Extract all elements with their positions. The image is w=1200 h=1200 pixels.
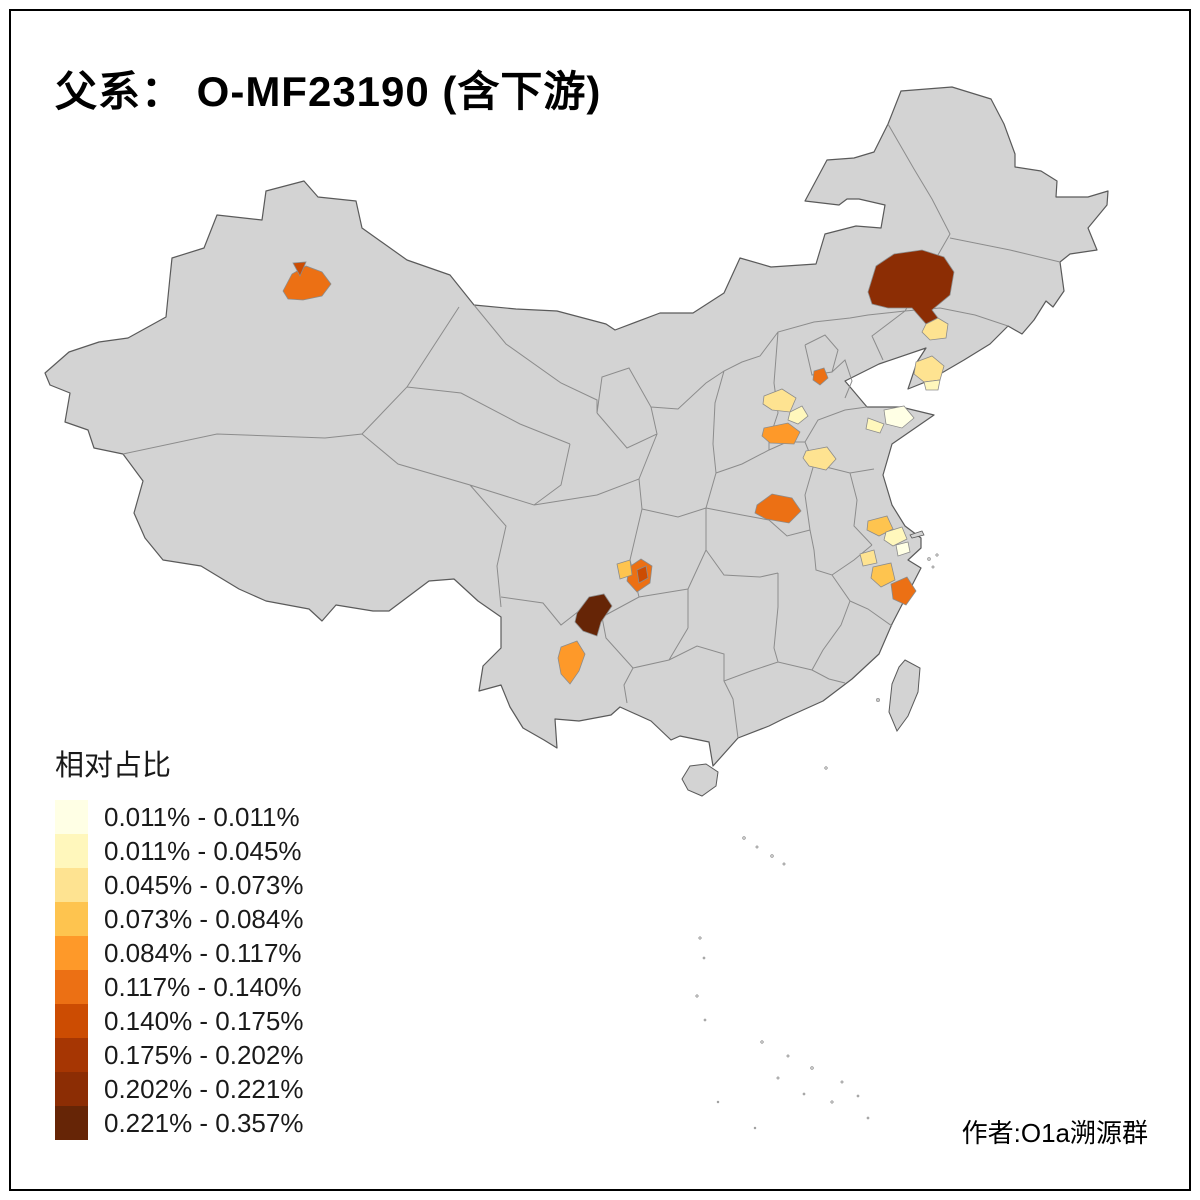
legend-item: 0.175% - 0.202% [55,1038,303,1072]
highlight-north-capital-dot [812,367,829,386]
legend-item: 0.011% - 0.011% [55,800,303,834]
highlight-southwest-south [557,640,586,685]
legend-swatch [55,1038,88,1072]
legend-label: 0.140% - 0.175% [104,1005,304,1036]
highlight-southeast-amber [870,562,896,588]
legend-swatch [55,834,88,868]
taiwan-island [888,659,921,733]
legend-swatch [55,902,88,936]
highlight-northwest-cap [292,261,307,277]
highlight-east-pale-a [883,405,915,429]
highlight-north-orange [761,422,801,445]
highlight-southeast-pale [859,549,878,567]
legend-label: 0.221% - 0.357% [104,1107,304,1138]
highlight-southwest-inner [636,565,649,584]
legend-label: 0.011% - 0.045% [104,835,302,866]
highlight-northwest-main [282,265,332,301]
legend-label: 0.045% - 0.073% [104,869,304,900]
highlight-north-pale-b [787,405,809,425]
legend-item: 0.073% - 0.084% [55,902,303,936]
legend-swatch [55,1072,88,1106]
legend-swatch [55,936,88,970]
legend-item: 0.084% - 0.117% [55,936,303,970]
legend-label: 0.073% - 0.084% [104,903,304,934]
highlight-northeast-pale [921,317,949,341]
highlight-southeast-orange [890,576,917,606]
legend-label: 0.011% - 0.011% [104,801,300,832]
legend-item: 0.140% - 0.175% [55,1004,303,1038]
legend-swatch [55,1106,88,1140]
legend-label: 0.084% - 0.117% [104,937,302,968]
legend-swatch [55,800,88,834]
hainan-island [681,763,719,797]
highlight-central-pale [802,446,837,471]
legend-title: 相对占比 [55,750,172,782]
highlight-central-orange [754,493,802,524]
legend-label: 0.202% - 0.221% [104,1073,304,1104]
legend-swatch [55,1004,88,1038]
china-landmass [44,86,1109,767]
legend-swatch [55,970,88,1004]
highlight-east-pale-b [865,417,885,434]
plot-frame [9,9,1191,1191]
highlight-regions [282,249,955,685]
highlight-northeast-main [867,249,955,325]
highlight-east-coast-palest [895,541,911,557]
page-title: 父系： O-MF23190 (含下游) [55,68,602,115]
attribution-text: 作者:O1a溯源群 [961,1118,1148,1148]
legend-item: 0.045% - 0.073% [55,868,303,902]
highlight-east-coast-pale [883,526,908,547]
yangtze-mouth-island [909,530,925,539]
legend-item: 0.221% - 0.357% [55,1106,303,1140]
legend-label: 0.117% - 0.140% [104,971,302,1002]
highlight-southwest-amber [616,559,633,580]
legend-label: 0.175% - 0.202% [104,1039,304,1070]
highlight-southwest-dark [574,593,613,637]
legend-item: 0.202% - 0.221% [55,1072,303,1106]
highlight-ne-coastal-paler [923,379,941,391]
legend-item: 0.011% - 0.045% [55,834,303,868]
legend: 相对占比 0.011% - 0.011% 0.011% - 0.045% 0.0… [55,742,303,1140]
legend-swatch [55,868,88,902]
sea-islands [695,553,939,1130]
legend-item: 0.117% - 0.140% [55,970,303,1004]
